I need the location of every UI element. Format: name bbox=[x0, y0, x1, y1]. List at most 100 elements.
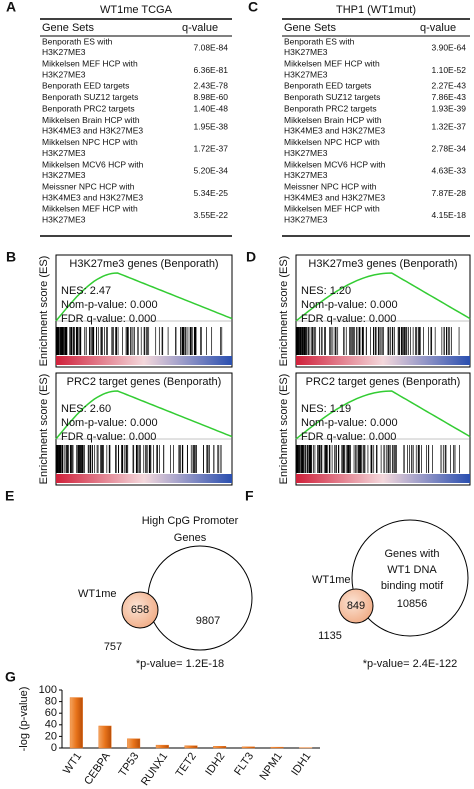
bar bbox=[155, 744, 169, 749]
gene-set: Mikkelsen MEF HCP with bbox=[42, 204, 138, 214]
gene-set: H3K4ME3 and H3K27ME3 bbox=[42, 192, 143, 202]
col-header: q-value bbox=[182, 22, 218, 34]
x-tick-label: CEBPA bbox=[82, 750, 113, 787]
x-tick-label: IDH1 bbox=[289, 751, 313, 778]
q-value: 4.63E-33 bbox=[432, 166, 467, 176]
plot-title: PRC2 target genes (Benporath) bbox=[306, 376, 461, 388]
x-tick-label: NPM1 bbox=[257, 751, 284, 783]
stat: Nom-p-value: 0.000 bbox=[61, 417, 158, 429]
q-value: 8.98E-60 bbox=[194, 92, 229, 102]
y-tick-label: 80 bbox=[45, 696, 57, 708]
table-title: THP1 (WT1mut) bbox=[336, 4, 416, 16]
q-value: 1.32E-37 bbox=[432, 121, 467, 131]
y-axis-label: Enrichment score (ES) bbox=[38, 374, 50, 485]
es-curve bbox=[55, 390, 233, 440]
y-tick-label: 40 bbox=[45, 719, 57, 731]
gene-set: H3K27ME3 bbox=[42, 214, 86, 224]
bar bbox=[69, 697, 83, 749]
q-value: 2.43E-78 bbox=[194, 81, 229, 91]
gene-set: Benporath EED targets bbox=[42, 81, 129, 91]
rank-strip bbox=[296, 356, 470, 365]
stat: NES: 1.20 bbox=[301, 285, 351, 297]
plot-frame bbox=[55, 254, 233, 368]
q-value: 1.95E-38 bbox=[194, 121, 229, 131]
y-axis-label: Enrichment score (ES) bbox=[38, 256, 50, 367]
gene-set: H3K27ME3 bbox=[284, 148, 328, 158]
gene-set: H3K27ME3 bbox=[42, 47, 86, 57]
panel-label: B bbox=[6, 249, 16, 265]
count: 9807 bbox=[196, 615, 220, 627]
q-value: 5.34E-25 bbox=[194, 188, 229, 198]
es-curve bbox=[295, 390, 471, 440]
plot-title: PRC2 target genes (Benporath) bbox=[67, 376, 222, 388]
set-title: High CpG Promoter bbox=[142, 515, 239, 527]
set-circle bbox=[351, 519, 469, 637]
panel-label: C bbox=[248, 0, 258, 15]
gene-set: Mikkelsen MEF HCP with bbox=[284, 58, 380, 68]
y-axis-label: Enrichment score (ES) bbox=[278, 256, 290, 367]
gene-set: H3K27ME3 bbox=[284, 170, 328, 180]
q-value: 1.40E-48 bbox=[194, 103, 229, 113]
q-value: 6.36E-81 bbox=[194, 65, 229, 75]
plot-frame bbox=[295, 372, 471, 486]
rank-strip bbox=[56, 356, 232, 365]
gene-set: Benporath SUZ12 targets bbox=[42, 92, 138, 102]
col-header: Gene Sets bbox=[42, 22, 94, 34]
gene-set: Benporath EED targets bbox=[284, 81, 371, 91]
bar bbox=[127, 738, 141, 749]
set-label: WT1me bbox=[78, 588, 117, 600]
bar bbox=[241, 746, 255, 749]
gene-set: Meissner NPC HCP with bbox=[42, 181, 135, 191]
stat: Nom-p-value: 0.000 bbox=[61, 299, 158, 311]
q-value: 7.08E-84 bbox=[194, 43, 229, 53]
x-tick-label: TET2 bbox=[174, 751, 199, 780]
stat: FDR q-value: 0.000 bbox=[301, 313, 396, 325]
q-value: 7.87E-28 bbox=[432, 188, 467, 198]
col-header: Gene Sets bbox=[284, 22, 336, 34]
stat: FDR q-value: 0.000 bbox=[61, 431, 156, 443]
gene-set: Mikkelsen NPC HCP with bbox=[284, 137, 380, 147]
set-circle bbox=[147, 545, 253, 651]
es-curve bbox=[295, 272, 471, 322]
plot-frame bbox=[55, 372, 233, 486]
bar bbox=[184, 745, 198, 749]
set-title: Genes with bbox=[384, 548, 439, 560]
gene-set: Mikkelsen MCV6 HCP with bbox=[284, 159, 386, 169]
rank-strip bbox=[296, 474, 470, 483]
gene-set: Mikkelsen MEF HCP with bbox=[284, 204, 380, 214]
gene-set: H3K27ME3 bbox=[284, 214, 328, 224]
y-axis-label: Enrichment score (ES) bbox=[278, 374, 290, 485]
gene-set: Benporath PRC2 targets bbox=[284, 103, 377, 113]
q-value: 1.72E-37 bbox=[194, 144, 229, 154]
count: 1135 bbox=[318, 630, 342, 642]
es-curve bbox=[55, 272, 233, 322]
stat: FDR q-value: 0.000 bbox=[301, 431, 396, 443]
bar bbox=[98, 725, 112, 749]
count: 757 bbox=[104, 641, 122, 653]
gene-set: H3K27ME3 bbox=[42, 69, 86, 79]
gene-set: Mikkelsen NPC HCP with bbox=[42, 137, 138, 147]
q-value: 2.78E-34 bbox=[432, 144, 467, 154]
gene-set: Meissner NPC HCP with bbox=[284, 181, 377, 191]
gene-set: Benporath PRC2 targets bbox=[42, 103, 135, 113]
gene-set: Benporath ES with bbox=[42, 36, 113, 46]
set-title: binding motif bbox=[381, 580, 444, 592]
q-value: 3.55E-22 bbox=[194, 210, 229, 220]
bar bbox=[213, 746, 227, 749]
set-title: Genes bbox=[174, 532, 207, 544]
rank-strip bbox=[56, 474, 232, 483]
x-tick-label: TP53 bbox=[117, 751, 142, 779]
panel-label: F bbox=[245, 488, 254, 504]
plot-title: H3K27me3 genes (Benporath) bbox=[69, 258, 218, 270]
bar bbox=[270, 746, 284, 749]
set-circle-small bbox=[121, 591, 159, 629]
x-tick-label: RUNX1 bbox=[139, 751, 170, 788]
p-value: *p-value= 1.2E-18 bbox=[136, 658, 224, 670]
y-axis-label: -log (p-value) bbox=[18, 687, 30, 752]
gene-set: Benporath SUZ12 targets bbox=[284, 92, 380, 102]
count: 10856 bbox=[397, 598, 428, 610]
panel-label: G bbox=[5, 669, 16, 685]
table-title: WT1me TCGA bbox=[100, 4, 173, 16]
q-value: 4.15E-18 bbox=[432, 210, 467, 220]
set-title: WT1 DNA bbox=[387, 564, 437, 576]
